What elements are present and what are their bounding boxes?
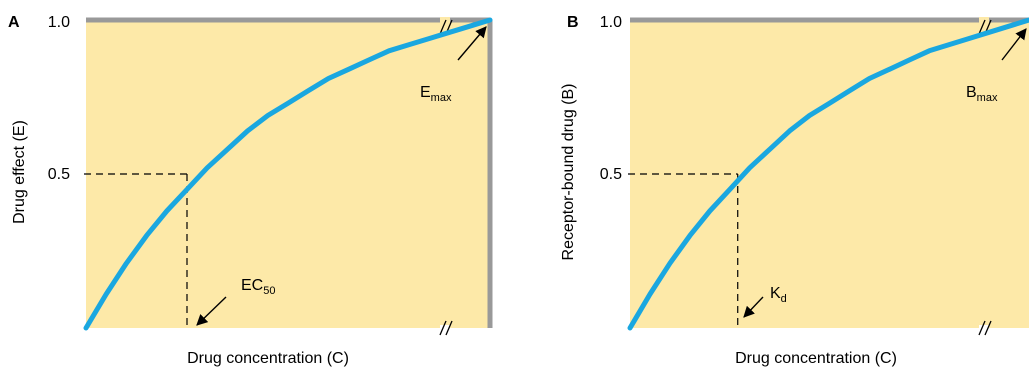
panel-b-ytick-top: 1.0 [600, 14, 622, 31]
panel-a-plot-area [86, 20, 490, 328]
panel-a-ytick-top: 1.0 [48, 14, 70, 31]
panel-a-ylabel: Drug effect (E) [11, 120, 28, 224]
panel-b-ylabel: Receptor-bound drug (B) [560, 84, 577, 261]
panel-a-max-label: Emax [420, 84, 452, 104]
panel-b-max-arrow [1001, 28, 1027, 61]
panel-b-half-label: Kd [770, 285, 787, 305]
panel-a-half-sub: 50 [263, 285, 275, 297]
panel-a-letter: A [8, 14, 20, 31]
panel-a-break-marks [439, 19, 453, 336]
panel-b-plot-area [630, 20, 1029, 328]
panel-b-max-sub: max [977, 92, 998, 104]
panel-a-ytick-mid: 0.5 [48, 166, 70, 183]
break-mark-bottom-2 [984, 320, 992, 336]
panel-a-max-main: E [420, 84, 431, 101]
panel-b-half-main: K [770, 285, 781, 302]
panel-a-max-sub: max [431, 92, 452, 104]
panel-b-xlabel: Drug concentration (C) [735, 350, 897, 367]
break-mark-top-1 [978, 19, 986, 35]
break-mark-bottom-2 [445, 320, 453, 336]
panel-a-half-arrow [196, 296, 227, 326]
break-mark-top-1 [439, 19, 447, 35]
panel-a-max-arrow [457, 26, 487, 61]
panel-b-max-main: B [966, 84, 977, 101]
panel-a-half-label: EC50 [241, 277, 275, 297]
panel-a-curve [83, 17, 493, 331]
panel-a: A 1.0 0.5 Drug effect (E) Drug concentra… [8, 14, 493, 367]
panel-b-ytick-mid: 0.5 [600, 166, 622, 183]
break-mark-bottom-1 [978, 320, 986, 336]
panel-b-max-label: Bmax [966, 84, 998, 104]
panel-a-xlabel: Drug concentration (C) [187, 350, 349, 367]
panel-b-letter: B [567, 14, 579, 31]
break-mark-bottom-1 [439, 320, 447, 336]
panel-a-half-main: EC [241, 277, 263, 294]
panel-b-half-sub: d [781, 293, 787, 305]
panel-b-half-arrow [743, 296, 764, 318]
panel-b: B 1.0 0.5 Receptor-bound drug (B) Drug c… [560, 14, 1029, 367]
panel-b-curve [627, 17, 1029, 331]
